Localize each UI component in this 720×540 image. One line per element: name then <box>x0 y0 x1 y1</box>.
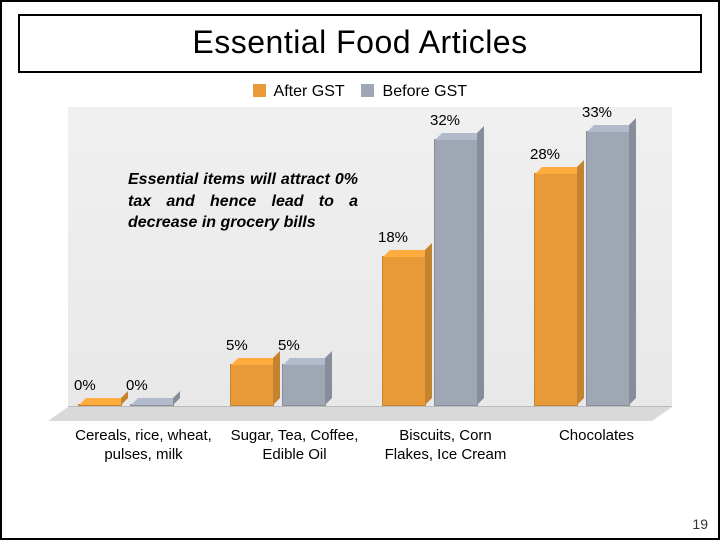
page-number: 19 <box>692 516 708 532</box>
legend-label-before: Before GST <box>383 83 467 100</box>
legend: After GST Before GST <box>18 79 702 101</box>
bar-after <box>230 364 274 406</box>
legend-label-after: After GST <box>274 83 345 100</box>
x-label: Cereals, rice, wheat, pulses, milk <box>68 427 219 465</box>
annotation-text: Essential items will attract 0% tax and … <box>128 169 358 234</box>
value-label-after: 0% <box>74 377 96 394</box>
bar-before <box>586 131 630 406</box>
value-label-before: 0% <box>126 377 148 394</box>
bar-before <box>130 404 174 406</box>
value-label-after: 5% <box>226 337 248 354</box>
bar-after <box>534 173 578 406</box>
legend-item-after: After GST <box>253 83 345 101</box>
slide: Essential Food Articles After GST Before… <box>0 0 720 540</box>
bar-before <box>282 364 326 406</box>
legend-swatch-after <box>253 84 266 97</box>
value-label-after: 28% <box>530 146 560 163</box>
chart: After GST Before GST Essential items wil… <box>18 79 702 499</box>
page-title: Essential Food Articles <box>20 24 700 61</box>
x-label: Chocolates <box>521 427 672 465</box>
legend-swatch-before <box>361 84 374 97</box>
bar-after <box>78 404 122 406</box>
title-container: Essential Food Articles <box>18 14 702 73</box>
x-label: Sugar, Tea, Coffee, Edible Oil <box>219 427 370 465</box>
x-axis-labels: Cereals, rice, wheat, pulses, milkSugar,… <box>68 427 672 465</box>
chart-floor <box>48 407 672 421</box>
bar-before <box>434 139 478 406</box>
legend-item-before: Before GST <box>361 83 467 101</box>
value-label-before: 33% <box>582 104 612 121</box>
value-label-before: 32% <box>430 112 460 129</box>
plot-area: Essential items will attract 0% tax and … <box>68 107 672 407</box>
value-label-after: 18% <box>378 229 408 246</box>
bar-after <box>382 256 426 406</box>
x-label: Biscuits, Corn Flakes, Ice Cream <box>370 427 521 465</box>
value-label-before: 5% <box>278 337 300 354</box>
